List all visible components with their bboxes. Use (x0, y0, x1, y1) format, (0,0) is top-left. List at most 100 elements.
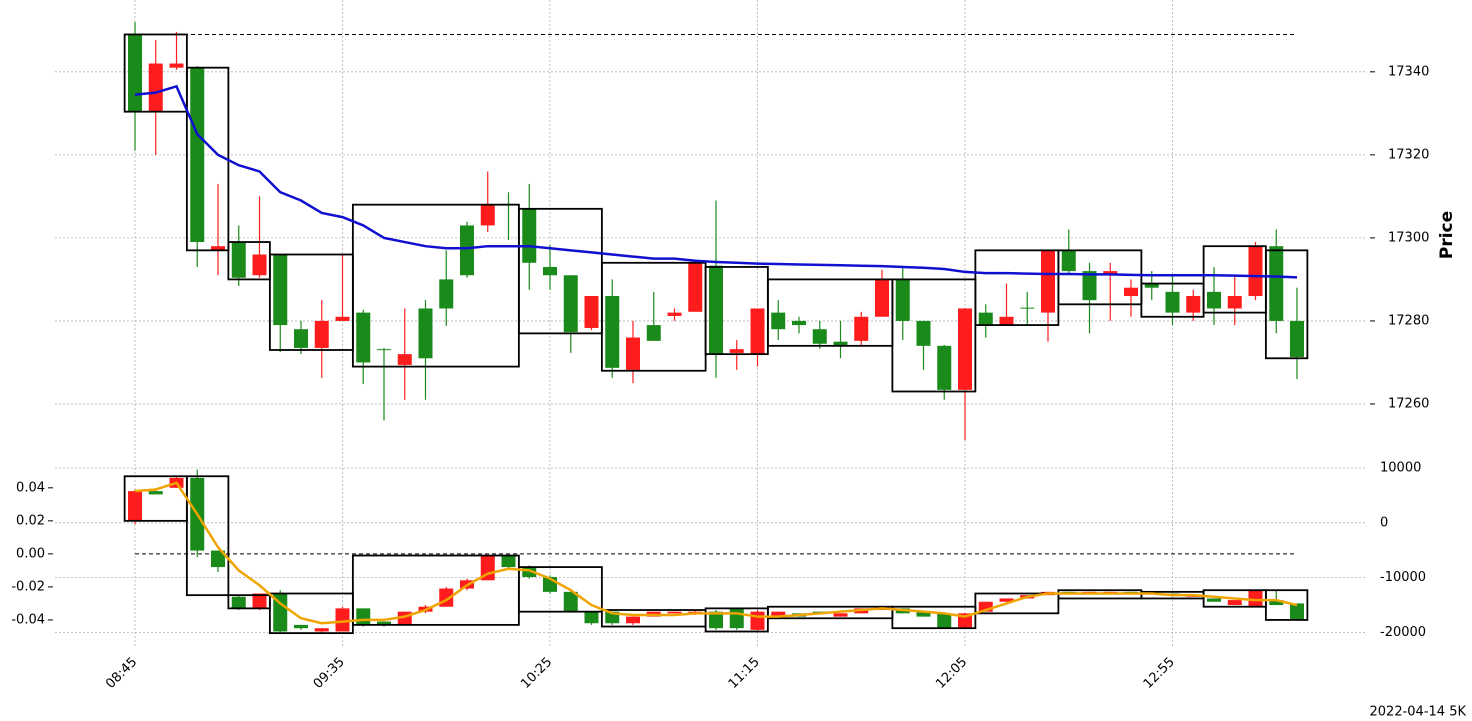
candle-body (709, 265, 723, 355)
candle-body (729, 349, 744, 353)
candle-body (252, 254, 267, 276)
candle-body (439, 279, 454, 309)
candle-body (833, 341, 848, 346)
y-tick-label: -0.04 (11, 612, 45, 627)
candle-body (1165, 291, 1180, 313)
candle-body (771, 611, 786, 617)
candle-body (1186, 296, 1201, 313)
candle-body (1248, 590, 1263, 607)
y-tick-label: 17300 (1388, 230, 1429, 245)
x-tick-label: 08:45 (103, 655, 140, 692)
candle-body (584, 296, 599, 328)
x-tick-label: 12:05 (933, 655, 970, 692)
candle-body (1082, 271, 1097, 301)
range-box (517, 566, 603, 613)
candle-body (211, 246, 225, 251)
y2-tick-label: 10000 (1380, 461, 1421, 476)
candle-body (128, 491, 142, 521)
candle-body (854, 316, 869, 341)
candle-body (937, 345, 952, 390)
candle-body (231, 242, 246, 278)
candle-body (750, 308, 765, 355)
candle-body (667, 611, 682, 614)
candle-body (1124, 287, 1138, 297)
candle-body (1269, 600, 1284, 606)
candle-body (1207, 598, 1221, 602)
candle-body (231, 596, 246, 609)
candle-body (605, 611, 620, 624)
candle-body (999, 598, 1014, 602)
candle-body (522, 567, 537, 577)
candle-body (1227, 600, 1242, 606)
candle-body (750, 611, 765, 630)
y-tick-label: 17280 (1388, 313, 1429, 328)
candle-body (1041, 250, 1055, 313)
candle-body (1227, 296, 1242, 309)
candle-body (377, 349, 391, 351)
candle-body (833, 613, 848, 617)
average-line (134, 481, 1298, 625)
y2-tick-label: -10000 (1380, 570, 1426, 585)
candle-body (626, 337, 640, 370)
y-tick-label: 17320 (1388, 147, 1429, 162)
range-box (891, 278, 977, 393)
range-box (974, 592, 1060, 615)
candle-body (148, 63, 163, 112)
candle-body (771, 312, 786, 330)
candle-body (937, 613, 952, 629)
candle-body (729, 608, 744, 629)
average-line (134, 84, 1298, 279)
y-tick-label: 0.00 (16, 546, 45, 561)
candle-body (1248, 246, 1263, 297)
candle-body (294, 329, 308, 348)
candle-body (335, 608, 350, 632)
candle-body (252, 593, 267, 609)
candle-body (709, 611, 723, 629)
candle-body (480, 204, 495, 226)
candle-body (999, 316, 1014, 326)
range-box (1057, 249, 1143, 306)
candle-body (501, 555, 516, 568)
candle-body (377, 621, 391, 625)
candle-body (273, 254, 288, 326)
candle-body (169, 63, 184, 68)
candle-body (314, 628, 329, 632)
candle-body (397, 354, 412, 365)
candle-body (646, 325, 661, 341)
candle-body (792, 320, 806, 326)
candle-body (273, 593, 288, 632)
candle-body (626, 616, 640, 624)
candle-body (584, 611, 599, 624)
range-box (704, 607, 769, 633)
candle-body (356, 608, 371, 625)
candle-body (335, 316, 350, 321)
y-tick-label: 0.02 (16, 513, 45, 528)
candle-body (1061, 250, 1076, 272)
candle-body (543, 266, 557, 276)
y-tick-label: -0.02 (11, 579, 45, 594)
candle-body (958, 308, 972, 390)
y2-tick-label: -20000 (1380, 625, 1426, 640)
candle-body (1144, 283, 1159, 288)
candle-body (128, 34, 142, 112)
candle-body (1290, 320, 1304, 358)
candle-body (1269, 246, 1284, 321)
x-tick-label: 09:35 (311, 655, 348, 692)
candle-body (916, 611, 931, 617)
range-box (766, 278, 894, 347)
candle-body (211, 550, 225, 568)
candle-body (875, 279, 889, 317)
candle-body (1020, 307, 1035, 309)
candle-body (563, 591, 578, 612)
x-tick-label: 12:55 (1141, 655, 1178, 692)
candle-body (522, 207, 537, 263)
candle-body (563, 275, 578, 333)
y-tick-label: 17340 (1388, 64, 1429, 79)
candle-body (418, 308, 433, 359)
candle-body (190, 67, 205, 243)
candle-body (978, 601, 993, 612)
candle-body (978, 312, 993, 326)
y2-tick-label: 0 (1380, 515, 1388, 530)
range-box (185, 475, 230, 597)
